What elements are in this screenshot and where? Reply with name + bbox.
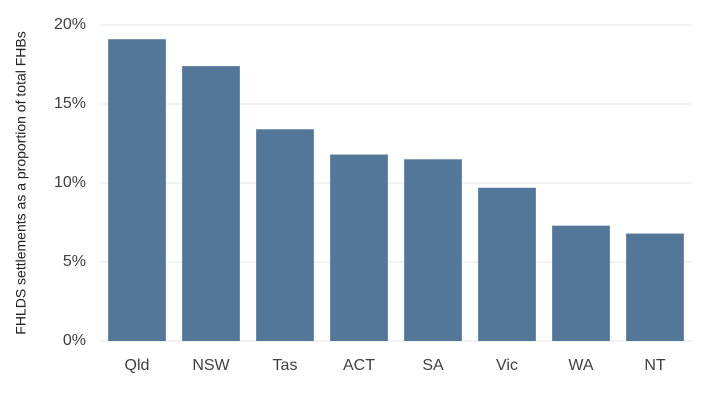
bar [330,154,388,341]
x-tick-label: Qld [125,357,150,374]
y-tick-label: 20% [54,16,86,33]
y-tick-label: 5% [63,253,86,270]
x-tick-label: NSW [192,357,230,374]
bar [182,66,240,341]
bar [256,129,314,341]
x-tick-label: ACT [343,357,375,374]
bar [552,225,610,341]
y-tick-label: 10% [54,174,86,191]
y-tick-label: 15% [54,95,86,112]
y-axis-label: FHLDS settlements as a proportion of tot… [13,31,29,334]
x-tick-label: WA [568,357,594,374]
x-tick-label: Vic [496,357,518,374]
x-tick-label: NT [644,357,666,374]
bar [478,187,536,341]
bar [404,159,462,341]
x-tick-label: Tas [273,357,298,374]
bar [626,233,684,341]
y-tick-label: 0% [63,332,86,349]
x-tick-label: SA [422,357,444,374]
bar [108,39,166,341]
